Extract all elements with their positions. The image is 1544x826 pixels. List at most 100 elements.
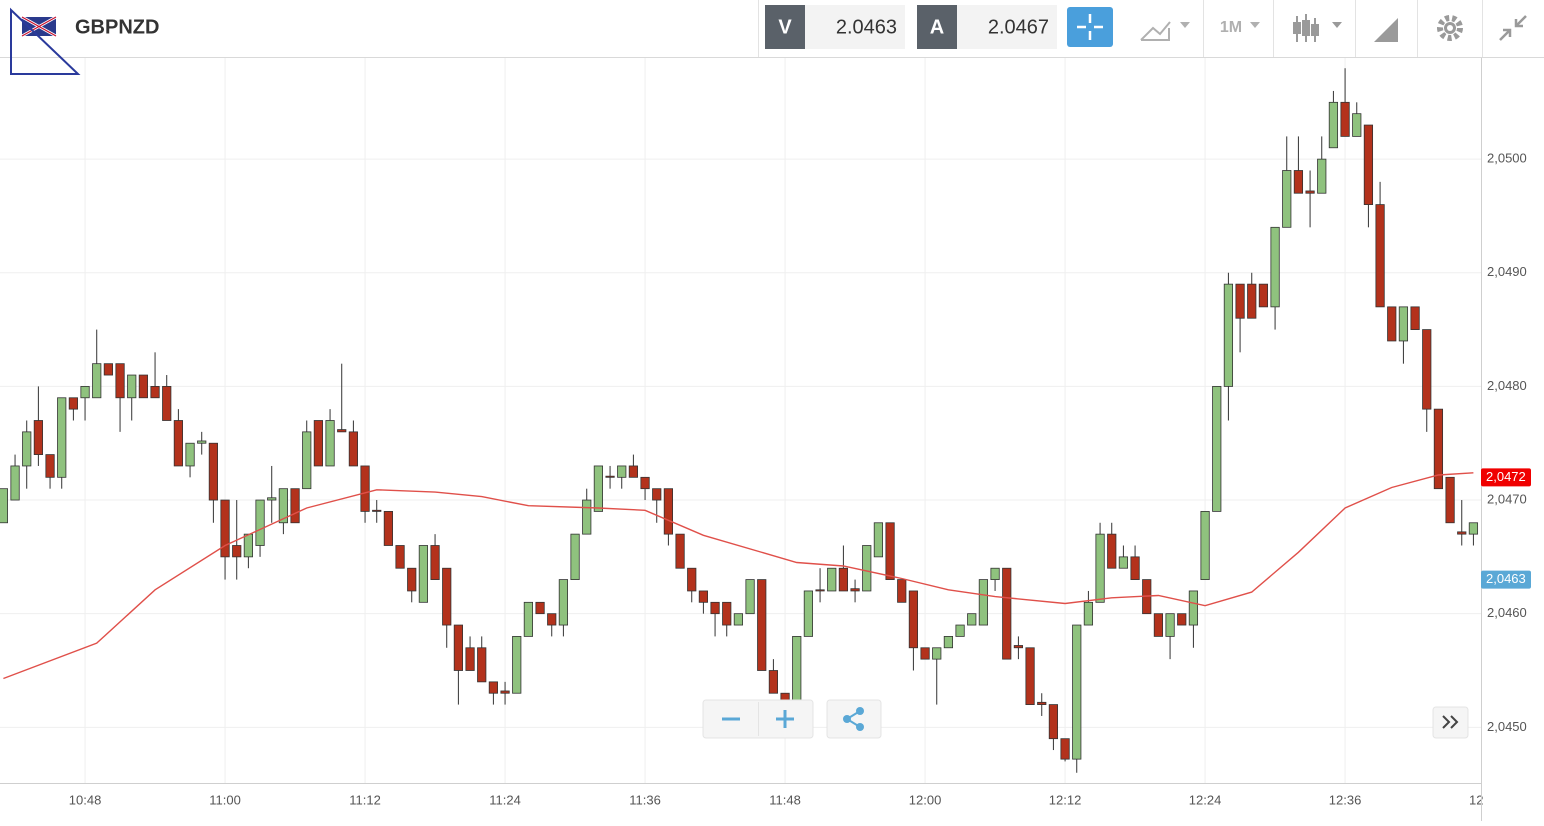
candle-body (1317, 158, 1327, 194)
candle-body (1235, 283, 1245, 319)
x-tick-label: 12 (1469, 792, 1483, 807)
candle-body (955, 624, 965, 637)
candle-body (1025, 647, 1035, 705)
candle-body (1200, 511, 1210, 580)
timeframe[interactable]: 1M (1220, 19, 1242, 36)
candle-body (885, 522, 895, 580)
candle-body (1188, 590, 1199, 626)
candle-body (1165, 613, 1175, 637)
candle-body (803, 590, 814, 637)
candle-body (838, 567, 849, 592)
candle-icon-body (1293, 22, 1301, 34)
candle-body (1457, 531, 1467, 535)
settings-icon[interactable] (1437, 15, 1463, 41)
zoom-in[interactable] (776, 710, 794, 728)
candle-body (1072, 624, 1082, 760)
candle-body (348, 431, 358, 467)
candle-body (418, 545, 428, 603)
drawing-icon[interactable] (1374, 18, 1398, 42)
candle-body (232, 545, 242, 558)
candle-body (1398, 306, 1409, 342)
candle-body (185, 442, 195, 467)
x-tick-label: 11:00 (209, 792, 241, 807)
candle-body (115, 363, 125, 399)
x-tick-label: 11:24 (489, 792, 521, 807)
candle-body (10, 465, 20, 501)
candle-body (1223, 283, 1234, 387)
chart-type-icon[interactable] (1140, 21, 1171, 41)
candle-body (500, 690, 510, 694)
candle-body (255, 499, 265, 546)
candle-body (103, 363, 113, 376)
candle-body (1305, 190, 1315, 194)
candle-body (442, 567, 452, 626)
candle-body (710, 601, 720, 615)
share-button[interactable] (826, 699, 882, 739)
candle-body (523, 601, 533, 637)
candle-body (302, 431, 312, 490)
candle-body (1293, 170, 1304, 194)
moving-average-line (3, 472, 1474, 680)
ask-box[interactable] (957, 5, 1057, 49)
bid-box[interactable] (805, 5, 905, 49)
candle-body (127, 374, 137, 399)
candle-body (92, 363, 102, 399)
candle-body (593, 465, 603, 512)
candle-icon-body (1311, 24, 1319, 36)
bid-label-box[interactable] (765, 5, 805, 49)
candle-body (1282, 170, 1292, 228)
candle-body (1258, 283, 1269, 308)
dropdown-arrow (1332, 22, 1342, 28)
ask-label: A (930, 16, 944, 38)
x-tick-label: 12:24 (1189, 792, 1222, 807)
candle-body (570, 533, 580, 580)
candle-body (465, 647, 475, 671)
candle-body (1013, 645, 1024, 649)
candle-icon-body (1302, 20, 1310, 36)
candle-body (617, 465, 627, 478)
candle-body (1060, 738, 1070, 760)
candle-body (33, 420, 43, 455)
share-dot (843, 715, 851, 723)
candle-body (1048, 704, 1059, 740)
candle-body (862, 545, 872, 592)
candle-body (22, 431, 32, 467)
scroll-end-button[interactable] (1432, 706, 1469, 739)
candle-body (1153, 613, 1164, 637)
candle-body (430, 545, 440, 580)
crosshair-icon (1077, 14, 1103, 40)
candle-body (652, 488, 662, 501)
x-tick-label: 12:36 (1329, 792, 1362, 807)
candle-body (873, 522, 884, 558)
candle-body (1387, 306, 1397, 342)
candle-body (768, 670, 779, 694)
collapse-icon[interactable] (1499, 15, 1527, 41)
plot-area: 2,0450 2,0460 2,0470 2,0480 2,0490 2,0500 10:4… (0, 58, 1527, 807)
candle-body (1083, 601, 1094, 626)
candle-body (138, 374, 148, 399)
candle-body (267, 497, 277, 501)
candle-body (1118, 556, 1129, 569)
price-tag (1481, 570, 1531, 589)
corner-marker (10, 7, 81, 75)
y-tick-label: 2,0480 (1487, 378, 1527, 393)
settings-hole (1447, 25, 1453, 31)
bid-label: V (778, 16, 792, 38)
candle-body (850, 588, 860, 592)
candle-body (57, 397, 67, 478)
x-tick-label: 11:12 (349, 792, 381, 807)
candle-body (675, 533, 685, 569)
crosshair-button[interactable] (1067, 7, 1113, 47)
candle-body (722, 601, 732, 626)
candle-body (1445, 476, 1455, 524)
candle-body (943, 636, 954, 649)
x-tick-label: 11:36 (629, 792, 661, 807)
candle-body (68, 397, 78, 410)
candle-body (932, 647, 942, 660)
candle-body (1363, 124, 1374, 205)
candle-body (1352, 113, 1362, 137)
ask-label-box[interactable] (917, 5, 957, 49)
candle-body (372, 509, 382, 512)
dropdown-arrow (1250, 22, 1260, 28)
candle-body (1468, 522, 1479, 535)
